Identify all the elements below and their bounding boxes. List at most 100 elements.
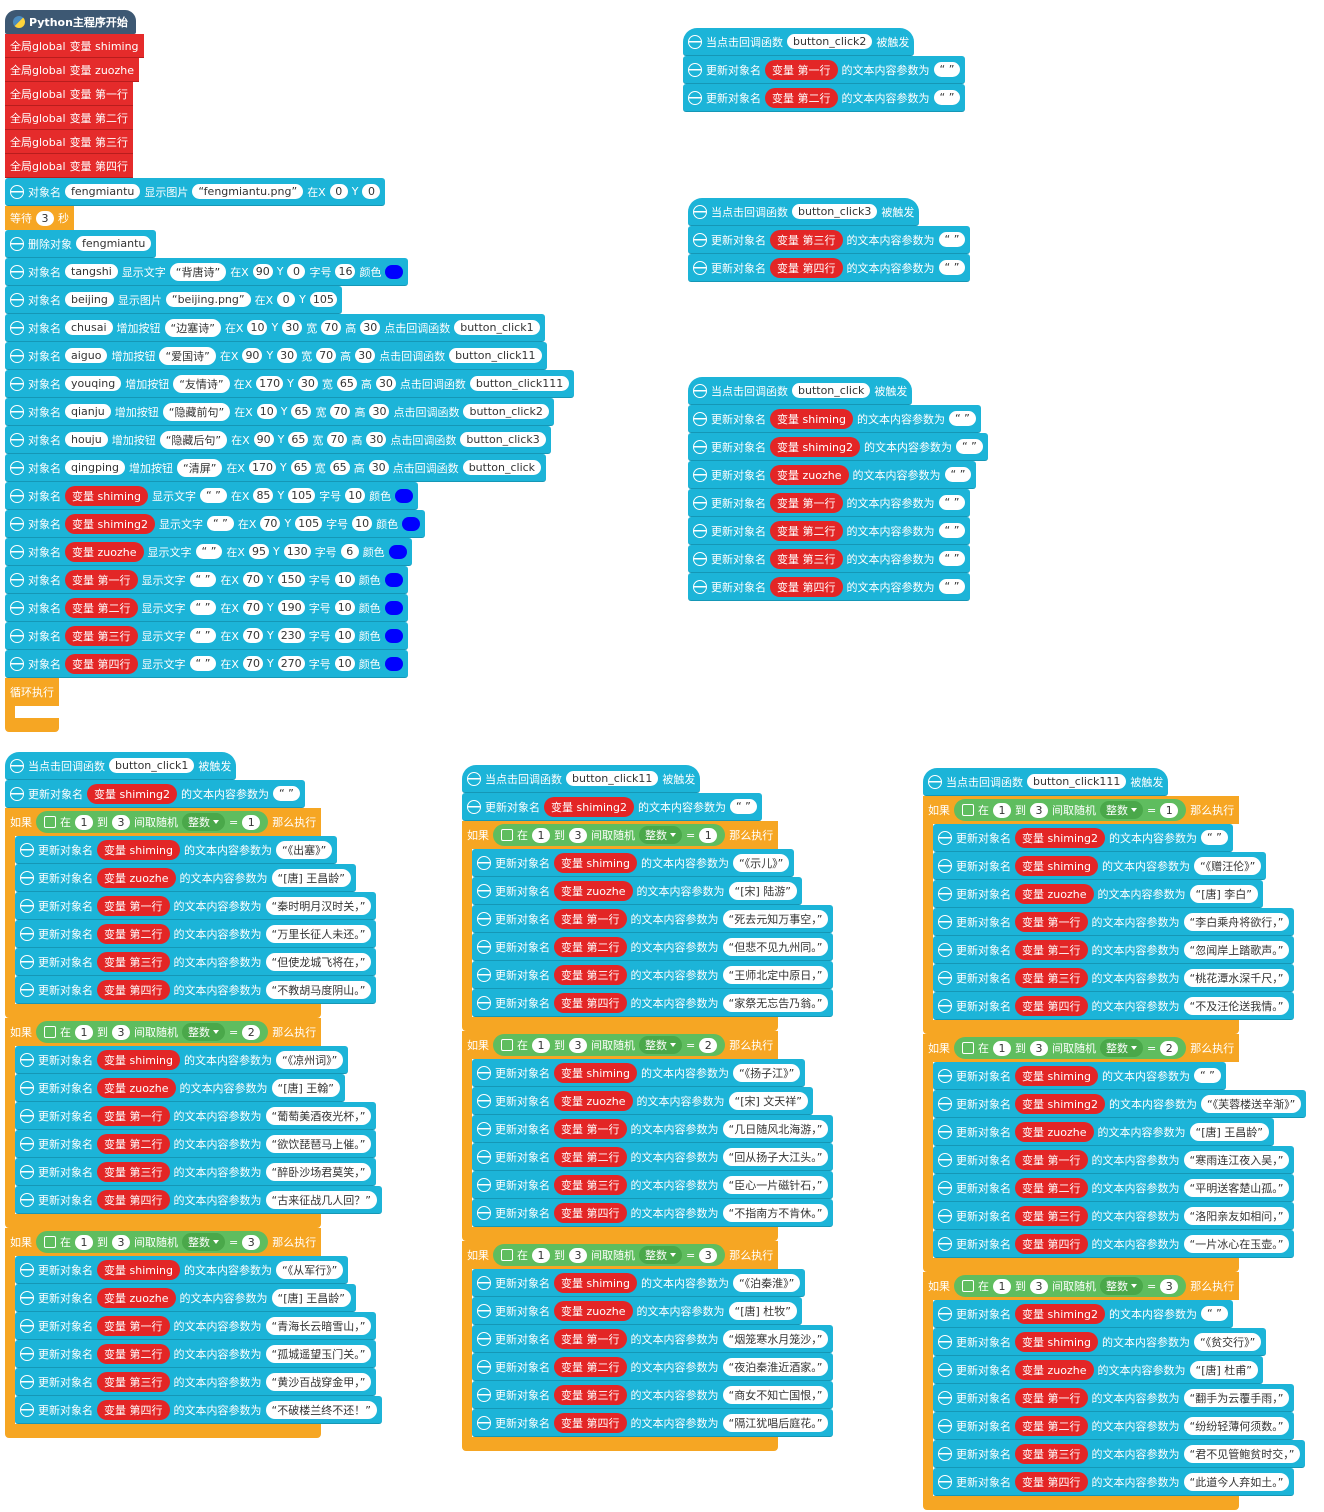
number-input: 10 [334, 600, 355, 615]
block-label: 在 [978, 1280, 989, 1293]
variable-pill: 变量 zuozhe [65, 541, 144, 562]
variable-pill: 变量 第四行 [554, 1412, 627, 1433]
number-input: 90 [242, 348, 263, 363]
block-label: 对象名 [28, 377, 61, 391]
condition-icon [44, 816, 56, 828]
stmt-block: 更新对象名 变量 第四行 的文本内容参数为 “不教胡马度阴山。” [15, 976, 377, 1004]
block-label: 显示文字 [141, 601, 186, 615]
block-label: 更新对象名 [38, 1319, 93, 1333]
block-label: 更新对象名 [956, 1069, 1011, 1083]
string-input: “不破楼兰终不还！” [265, 1400, 377, 1419]
block-label: 显示文字 [151, 489, 196, 503]
block-label: 如果 [928, 1042, 950, 1055]
block-label: 变量 第三行 [69, 135, 129, 149]
block-label: 点击回调函数 [390, 433, 457, 447]
variable-pill: 变量 第三行 [1015, 967, 1088, 988]
block-label: 的文本内容参数为 [1108, 831, 1197, 845]
block-label: 的文本内容参数为 [636, 884, 725, 898]
string-input: “爱国诗” [159, 346, 216, 365]
variable-pill: 变量 第四行 [65, 653, 138, 674]
global-block: 全局global 变量 zuozhe [5, 58, 140, 82]
block-icon [20, 926, 34, 941]
string-input: “ ” [195, 544, 223, 559]
block-icon [10, 786, 24, 801]
block-icon [477, 1275, 491, 1290]
block-label: 那么执行 [729, 1039, 774, 1052]
block-label: = [1147, 1041, 1157, 1055]
cbhat-block: 当点击回调函数 button_click2 被触发 [683, 28, 915, 56]
block-label: 对象名 [28, 657, 61, 671]
block-label: 到 [97, 816, 108, 829]
string-input: “不指南方不肯休。” [722, 1203, 829, 1222]
block-label: 更新对象名 [495, 1388, 550, 1402]
number-input: 70 [316, 348, 337, 363]
block-icon [477, 1065, 491, 1080]
stmt-block: 更新对象名 变量 第一行 的文本内容参数为 “翻手为云覆手雨，” [933, 1384, 1295, 1412]
variable-pill: 变量 zuozhe [554, 880, 633, 901]
number-input: 1 [75, 1024, 93, 1040]
string-input: “ ” [933, 62, 961, 77]
stmt-block: 更新对象名 变量 第三行 的文本内容参数为 “醉卧沙场君莫笑，” [15, 1158, 377, 1186]
stmt-block: 对象名 变量 第二行 显示文字 “ ” 在X 70 Y 190 字号 10 颜色 [5, 594, 408, 622]
block-label: 的文本内容参数为 [846, 552, 935, 566]
block-label: 的文本内容参数为 [640, 1066, 729, 1080]
script: 当点击回调函数 button_click111 被触发 如果在 1 到 3 间取随机 整数 = 1 那… [923, 768, 1307, 1510]
number-input: 10 [256, 404, 277, 419]
block-label: Y [266, 573, 274, 586]
block-icon [693, 204, 707, 219]
block-label: Y [266, 601, 274, 614]
stmt-block: 对象名 youqing 增加按钮 “友情诗” 在X 170 Y 30 宽 65 高 30 点击回调函数 b… [5, 370, 575, 398]
script: Python主程序开始 全局global 变量 shiming 全局global 变量 … [5, 10, 575, 732]
block-label: 的文本内容参数为 [852, 468, 941, 482]
block-icon [20, 870, 34, 885]
wait-block: 等待 3 秒 [5, 206, 74, 230]
string-input: “君不见管鲍贫时交，” [1183, 1444, 1301, 1463]
number-input: 1 [1160, 802, 1179, 818]
stmt-block: 对象名 aiguo 增加按钮 “爱国诗” 在X 90 Y 30 宽 70 高 30 点击回调函数 butt… [5, 342, 547, 370]
global-block: 全局global 变量 第三行 [5, 130, 134, 154]
block-label: 当点击回调函数 [485, 772, 562, 786]
block-label: 间取随机 [591, 1249, 635, 1262]
if-header: 如果在 1 到 3 间取随机 整数 = 3 那么执行 [462, 1241, 779, 1269]
block-label: 更新对象名 [956, 1307, 1011, 1321]
block-icon [20, 1164, 34, 1179]
number-input: 190 [277, 600, 305, 615]
text-input: button_click1 [109, 758, 195, 773]
stmt-block: 更新对象名 变量 zuozhe 的文本内容参数为 “[唐] 王昌龄” [15, 864, 356, 892]
block-icon [693, 467, 707, 482]
string-input: “ ” [938, 495, 966, 510]
string-input: “黄沙百战穿金甲，” [265, 1372, 372, 1391]
variable-pill: 变量 第一行 [554, 908, 627, 929]
block-label: 更新对象名 [956, 1475, 1011, 1489]
block-label: 在 [517, 1039, 528, 1052]
block-label: 的文本内容参数为 [183, 843, 272, 857]
color-swatch [384, 656, 403, 671]
if-block: 如果在 1 到 3 间取随机 整数 = 2 那么执行 更新对象名 变量 shiming 的文本内容参数… [923, 1034, 1307, 1272]
variable-pill: 变量 第二行 [765, 87, 838, 108]
stmt-block: 更新对象名 变量 第三行 的文本内容参数为 “商女不知亡国恨，” [472, 1381, 834, 1409]
variable-pill: 变量 第二行 [1015, 939, 1088, 960]
if-block: 如果在 1 到 3 间取随机 整数 = 1 那么执行 更新对象名 变量 shiming 的文本内容参数… [5, 808, 377, 1018]
block-label: 对象名 [28, 433, 61, 447]
block-label: 点击回调函数 [392, 461, 459, 475]
number-input: 1 [993, 1278, 1011, 1294]
string-input: “不及汪伦送我情。” [1183, 996, 1290, 1015]
string-input: “ ” [938, 523, 966, 538]
block-icon [10, 184, 24, 199]
string-input: “但悲不见九州同。” [722, 937, 829, 956]
block-label: 当点击回调函数 [946, 775, 1023, 789]
block-label: = [229, 815, 239, 829]
dropdown-arrow [1131, 808, 1137, 812]
block-label: 更新对象名 [711, 412, 766, 426]
block-icon [693, 411, 707, 426]
block-icon [10, 628, 24, 643]
block-label: 更新对象名 [956, 1391, 1011, 1405]
string-input: “ ” [1200, 1306, 1228, 1321]
block-label: 更新对象名 [38, 899, 93, 913]
number-input: 65 [288, 432, 309, 447]
block-label: = [1147, 1279, 1157, 1293]
number-input: 30 [297, 376, 318, 391]
if-footer [5, 1004, 321, 1018]
if-body: 更新对象名 变量 shiming 的文本内容参数为 “《泊秦淮》” 更新对象名 变量 zu… [462, 1269, 834, 1437]
variable-pill: 变量 第三行 [97, 1161, 170, 1182]
